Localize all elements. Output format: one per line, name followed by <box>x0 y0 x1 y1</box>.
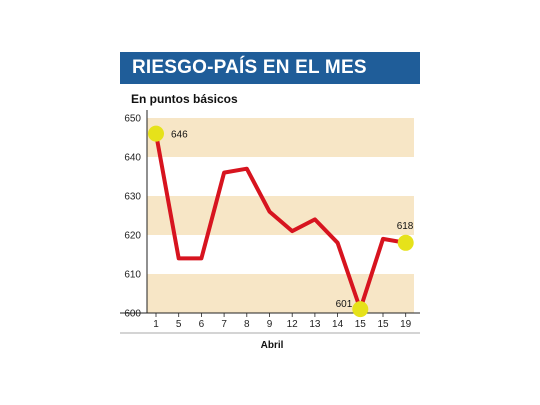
x-tick-label-6: 12 <box>287 319 299 330</box>
x-tick-label-2: 6 <box>199 319 205 330</box>
y-tick-label-620: 620 <box>124 231 141 242</box>
y-tick-label-650: 650 <box>124 114 141 125</box>
chart-subtitle: En puntos básicos <box>131 92 238 106</box>
x-tick-label-11: 19 <box>400 319 412 330</box>
highlight-marker-0 <box>148 125 164 142</box>
x-tick-label-5: 9 <box>267 319 273 330</box>
data-label-0: 646 <box>171 130 188 141</box>
x-tick-label-7: 13 <box>309 319 321 330</box>
x-tick-label-8: 14 <box>332 319 344 330</box>
chart-markers: 646 601 618 <box>148 125 414 318</box>
y-tick-label-630: 630 <box>124 192 141 203</box>
data-label-9: 601 <box>336 299 353 310</box>
x-tick-label-3: 7 <box>221 319 227 330</box>
x-axis-ticks: 1 5 6 7 8 9 12 13 14 15 15 19 <box>153 313 412 330</box>
x-tick-label-10: 15 <box>377 319 389 330</box>
y-axis-ticks: 600 610 620 630 640 650 <box>124 114 141 320</box>
y-tick-label-640: 640 <box>124 153 141 164</box>
band-0 <box>147 274 414 313</box>
x-tick-label-9: 15 <box>355 319 367 330</box>
y-tick-label-610: 610 <box>124 270 141 281</box>
chart-title: RIESGO-PAÍS EN EL MES <box>120 52 420 84</box>
band-1 <box>147 196 414 235</box>
x-tick-label-1: 5 <box>176 319 182 330</box>
data-label-11: 618 <box>397 221 414 232</box>
band-2 <box>147 118 414 157</box>
x-tick-label-4: 8 <box>244 319 250 330</box>
highlight-marker-9 <box>352 301 369 318</box>
chart-bands <box>147 118 414 313</box>
x-axis-label: Abril <box>261 340 284 351</box>
series-line-0 <box>154 131 408 312</box>
y-tick-label-600: 600 <box>124 309 141 320</box>
highlight-marker-11 <box>397 234 414 251</box>
x-tick-label-0: 1 <box>153 319 159 330</box>
chart-axes <box>120 110 420 334</box>
